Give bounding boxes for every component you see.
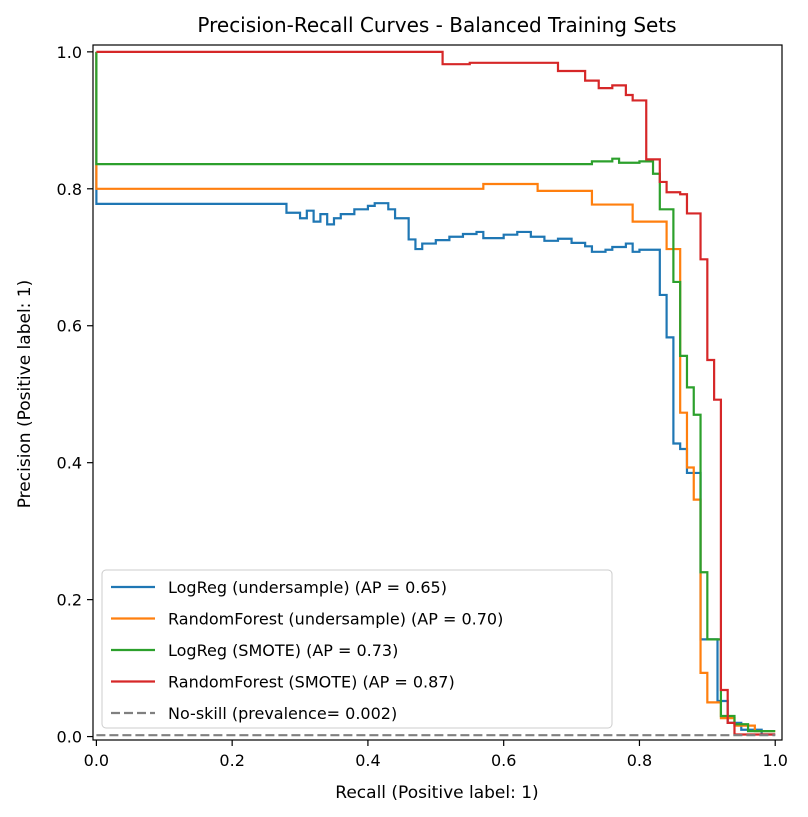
x-tick-label: 0.6: [491, 751, 516, 770]
series-line-4: [96, 50, 776, 736]
legend-label: No-skill (prevalence= 0.002): [168, 704, 397, 723]
legend-box: [101, 569, 613, 729]
y-tick-label: 1.0: [57, 43, 82, 62]
legend-label: LogReg (undersample) (AP = 0.65): [168, 578, 447, 597]
series-line-2: [95, 51, 776, 733]
y-axis-label: Precision (Positive label: 1): [15, 280, 35, 509]
x-tick-label: 0.0: [84, 751, 109, 770]
series-line-1: [95, 51, 776, 736]
y-tick-label: 0.8: [57, 180, 82, 199]
plot-area: [95, 50, 776, 737]
x-tick-label: 0.4: [355, 751, 380, 770]
x-tick-label: 0.2: [219, 751, 244, 770]
axes-frame: [92, 44, 783, 741]
y-tick-label: 0.0: [57, 728, 82, 747]
y-tick-label: 0.6: [57, 317, 82, 336]
x-tick-label: 1.0: [762, 751, 787, 770]
chart-title: Precision-Recall Curves - Balanced Train…: [197, 13, 676, 37]
axes: 0.0 0.2 0.4 0.6 0.8 1.0 0.0 0.2 0.4 0.6 0.8 1.0: [57, 43, 788, 770]
y-tick-label: 0.2: [57, 591, 82, 610]
y-tick-label: 0.4: [57, 454, 82, 473]
legend: LogReg (undersample) (AP = 0.65) RandomFo…: [101, 569, 613, 729]
legend-label: LogReg (SMOTE) (AP = 0.73): [168, 641, 398, 660]
legend-label: RandomForest (undersample) (AP = 0.70): [168, 610, 503, 629]
x-tick-label: 0.8: [627, 751, 652, 770]
x-axis-label: Recall (Positive label: 1): [335, 783, 538, 803]
legend-label: RandomForest (SMOTE) (AP = 0.87): [168, 673, 455, 692]
curves-group: [95, 50, 776, 737]
